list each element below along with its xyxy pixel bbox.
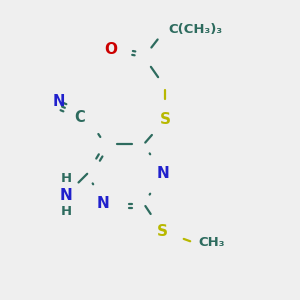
Text: CH₃: CH₃ (198, 236, 224, 250)
Text: N: N (97, 196, 110, 211)
Text: C(CH₃)₃: C(CH₃)₃ (168, 23, 222, 37)
Text: S: S (157, 224, 167, 238)
Text: C: C (75, 110, 86, 124)
Text: N: N (60, 188, 72, 202)
Text: O: O (104, 42, 118, 57)
Text: N: N (157, 167, 170, 182)
Text: S: S (160, 112, 170, 128)
Text: N: N (52, 94, 65, 110)
Text: H: H (60, 205, 72, 218)
Text: H: H (60, 172, 72, 185)
